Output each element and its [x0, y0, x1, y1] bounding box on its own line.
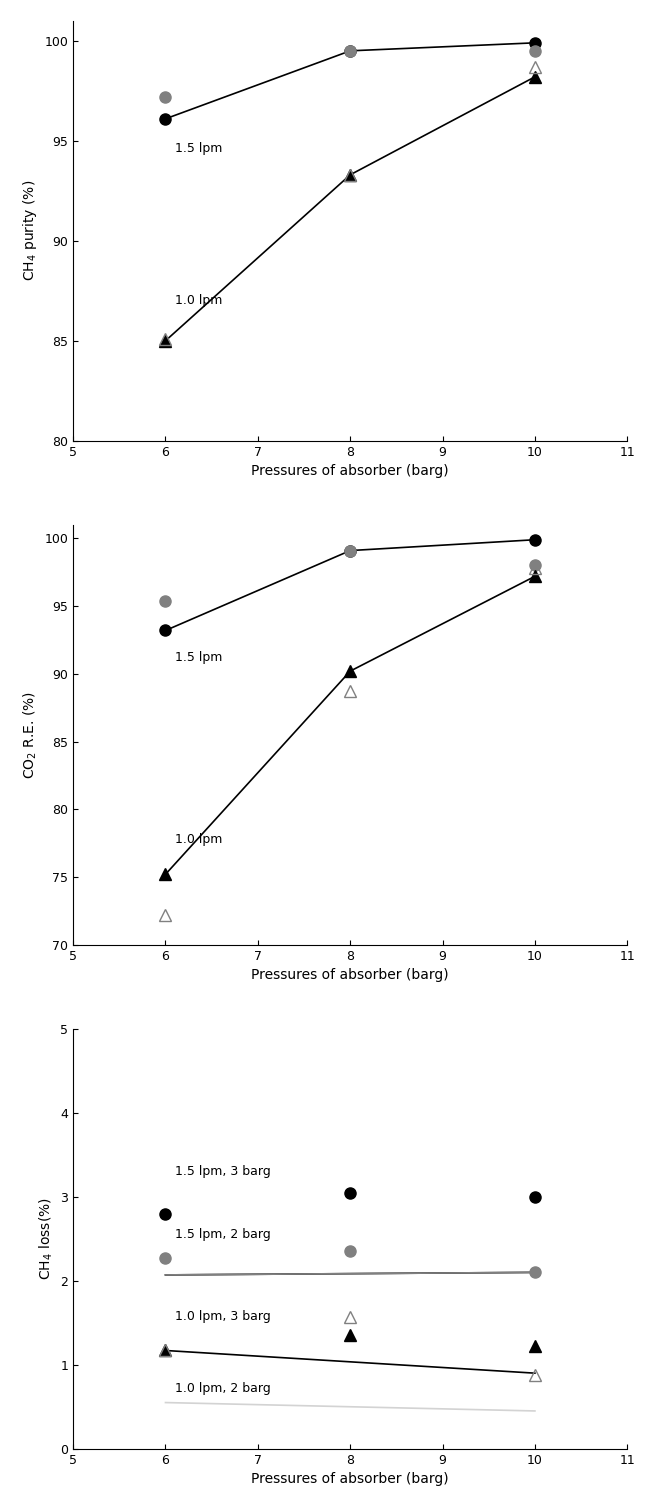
Text: 1.5 lpm, 3 barg: 1.5 lpm, 3 barg: [174, 1165, 270, 1178]
Text: 1.5 lpm: 1.5 lpm: [174, 142, 222, 155]
Text: 1.5 lpm: 1.5 lpm: [174, 651, 222, 665]
X-axis label: Pressures of absorber (barg): Pressures of absorber (barg): [251, 464, 449, 478]
Y-axis label: CH$_4$ purity (%): CH$_4$ purity (%): [21, 181, 39, 282]
Text: 1.0 lpm: 1.0 lpm: [174, 832, 222, 845]
Text: 1.0 lpm, 2 barg: 1.0 lpm, 2 barg: [174, 1382, 270, 1395]
Text: 1.0 lpm, 3 barg: 1.0 lpm, 3 barg: [174, 1310, 270, 1323]
Text: 1.5 lpm, 2 barg: 1.5 lpm, 2 barg: [174, 1228, 270, 1242]
X-axis label: Pressures of absorber (barg): Pressures of absorber (barg): [251, 967, 449, 983]
X-axis label: Pressures of absorber (barg): Pressures of absorber (barg): [251, 1472, 449, 1486]
Y-axis label: CO$_2$ R.E. (%): CO$_2$ R.E. (%): [22, 690, 39, 779]
Text: 1.0 lpm: 1.0 lpm: [174, 294, 222, 307]
Y-axis label: CH$_4$ loss(%): CH$_4$ loss(%): [37, 1198, 54, 1281]
